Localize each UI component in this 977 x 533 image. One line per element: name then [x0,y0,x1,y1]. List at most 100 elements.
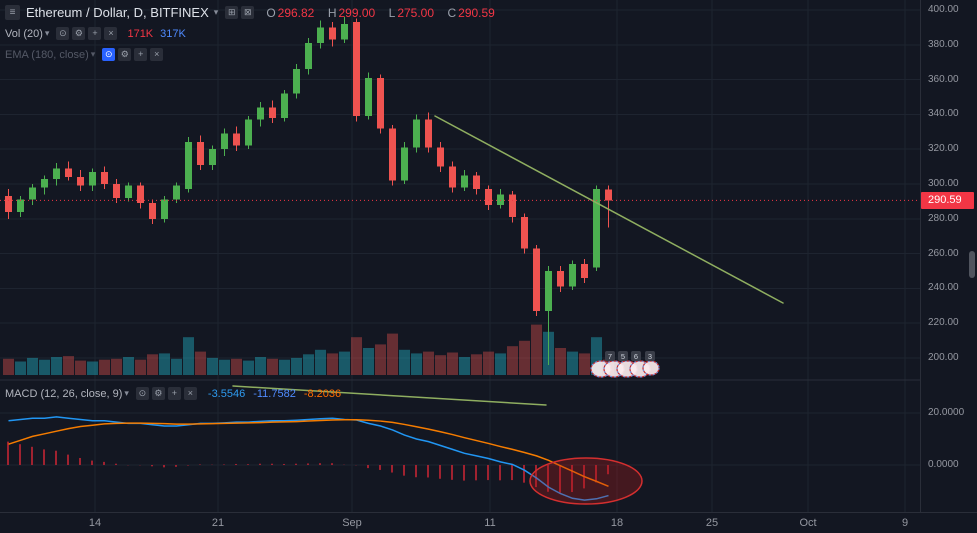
candle [5,196,12,212]
volume-bar [195,351,206,375]
ellipse-drawing[interactable] [529,457,643,505]
volume-bar [147,354,158,375]
chevron-down-icon[interactable]: ▾ [44,28,50,38]
menu-icon[interactable]: ≡ [5,5,20,20]
volume-bar [507,346,518,375]
volume-bar [363,348,374,375]
low-value: 275.00 [397,5,435,20]
volume-bar [591,337,602,375]
close-icon[interactable]: × [183,387,197,400]
volume-bar [315,349,326,375]
volume-bar [207,357,218,375]
time-tick-label: 14 [88,517,102,529]
gear-icon[interactable]: ⚙ [118,48,132,61]
macd-line [8,416,609,501]
eye-icon[interactable]: ⊙ [102,48,116,61]
grid-icon[interactable]: ⊞ [225,6,239,19]
candle [497,194,504,205]
volume-bar [135,359,146,375]
time-tick-label: 11 [484,517,496,529]
ema-indicator-title[interactable]: EMA (180, close) [5,48,89,61]
chevron-down-icon[interactable]: ▾ [213,7,219,17]
chevron-down-icon[interactable]: ▾ [90,49,96,59]
time-axis[interactable]: 14 21 Sep 11 18 25 Oct 9 [0,512,977,533]
candle [89,171,96,186]
candle [401,147,408,181]
candle [317,27,324,44]
candle [545,271,552,312]
drawing-badge[interactable] [618,351,628,361]
candle [485,189,492,205]
macd-tick-label: 20.0000 [928,407,965,418]
volume-indicator-title[interactable]: Vol (20) [5,27,43,40]
symbol-row: ≡ Ethereum / Dollar, D, BITFINEX ▾ ⊞ ⊠ O… [5,4,495,21]
time-tick-label: 21 [211,517,225,529]
close-icon[interactable]: × [104,27,118,40]
volume-bar [15,361,26,375]
volume-bar [75,360,86,375]
price-tick-label: 260.00 [928,247,959,259]
drawing-badge-number: 7 [608,352,612,361]
drawing-badge[interactable] [605,351,615,361]
volume-bar [459,357,470,375]
volume-bar [87,361,98,375]
price-tick-label: 320.00 [928,143,959,155]
volume-bar [399,349,410,375]
drawing-badge-number: 3 [648,352,652,361]
open-label: O [266,5,276,20]
candle [593,189,600,268]
candle [233,133,240,146]
drawing-badge[interactable] [645,351,655,361]
trendline-drawing[interactable] [232,385,547,406]
price-tick-label: 220.00 [928,317,959,329]
candle [101,171,108,184]
chevron-down-icon[interactable]: ▾ [124,388,129,398]
candle [113,184,120,198]
high-label: H [327,5,337,20]
plus-icon[interactable]: + [167,387,181,400]
candle [245,119,252,146]
candle [125,185,132,198]
eye-icon[interactable]: ⊙ [135,387,149,400]
volume-bar [387,333,398,375]
volume-bar [471,354,482,375]
volume-indicator-row: Vol (20) ▾ ⊙ ⚙ + × 171K 317K [5,25,495,42]
volume-bar [483,351,494,375]
trendline-drawing[interactable] [434,115,784,304]
drawing-badge[interactable] [631,351,641,361]
ellipse-selection-ring [642,360,660,376]
plus-icon[interactable]: + [134,48,148,61]
box-icon[interactable]: ⊠ [241,6,255,19]
close-icon[interactable]: × [150,48,164,61]
gear-icon[interactable]: ⚙ [151,387,165,400]
volume-bar [555,348,566,375]
volume-bar [495,353,506,375]
price-tick-label: 400.00 [928,4,959,15]
time-tick-label: 25 [705,517,719,529]
macd-pane-legend: MACD (12, 26, close, 9) ▾ ⊙ ⚙ + × -3.554… [5,385,341,406]
price-tick-label: 240.00 [928,282,959,294]
candle [185,142,192,190]
volume-bar [3,358,14,375]
gear-icon[interactable]: ⚙ [72,27,86,40]
macd-indicator-title[interactable]: MACD (12, 26, close, 9) [5,387,123,400]
symbol-title[interactable]: Ethereum / Dollar, D, BITFINEX [26,5,209,20]
plus-icon[interactable]: + [88,27,102,40]
volume-bar [435,355,446,375]
volume-bar [339,351,350,375]
macd-line-value: -11.7582 [253,387,296,400]
eye-icon[interactable]: ⊙ [56,27,70,40]
price-tick-label: 380.00 [928,38,959,50]
volume-bar [219,359,230,375]
candle [365,77,372,117]
main-pane-legend: ≡ Ethereum / Dollar, D, BITFINEX ▾ ⊞ ⊠ O… [5,4,495,67]
volume-bar [231,358,242,375]
price-axis[interactable]: 400.00 380.00 360.00 340.00 320.00 300.00 280.… [920,0,977,512]
candle [437,147,444,167]
price-tick-label: 200.00 [928,352,959,363]
macd-signal-value: -8.2036 [303,387,342,400]
scrollbar-thumb[interactable] [969,251,975,278]
volume-bar [423,351,434,375]
volume-bar [183,337,194,375]
